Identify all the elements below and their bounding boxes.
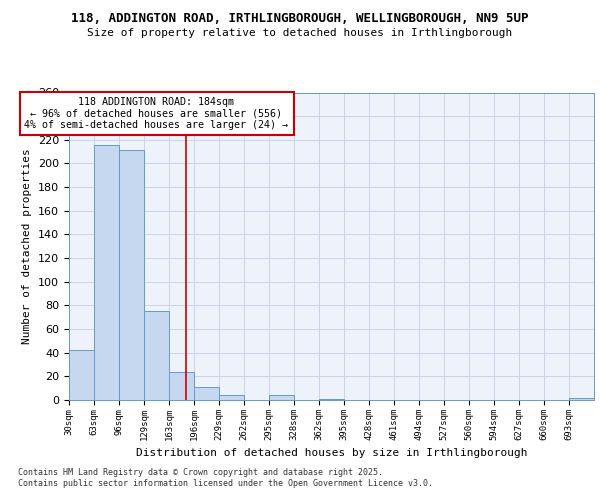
Bar (119, 150, 144, 400)
Bar (569, 398, 594, 400)
Text: Contains HM Land Registry data © Crown copyright and database right 2025.
Contai: Contains HM Land Registry data © Crown c… (18, 468, 433, 487)
Bar (144, 312, 169, 400)
Bar (269, 396, 294, 400)
X-axis label: Distribution of detached houses by size in Irthlingborough: Distribution of detached houses by size … (136, 448, 527, 458)
Bar (169, 372, 194, 400)
Bar (94, 144, 119, 400)
Bar (194, 387, 219, 400)
Y-axis label: Number of detached properties: Number of detached properties (22, 148, 32, 344)
Text: 118, ADDINGTON ROAD, IRTHLINGBOROUGH, WELLINGBOROUGH, NN9 5UP: 118, ADDINGTON ROAD, IRTHLINGBOROUGH, WE… (71, 12, 529, 26)
Bar (319, 399, 344, 400)
Text: 118 ADDINGTON ROAD: 184sqm
← 96% of detached houses are smaller (556)
4% of semi: 118 ADDINGTON ROAD: 184sqm ← 96% of deta… (25, 97, 289, 130)
Bar (69, 350, 94, 400)
Text: Size of property relative to detached houses in Irthlingborough: Size of property relative to detached ho… (88, 28, 512, 38)
Bar (219, 396, 244, 400)
